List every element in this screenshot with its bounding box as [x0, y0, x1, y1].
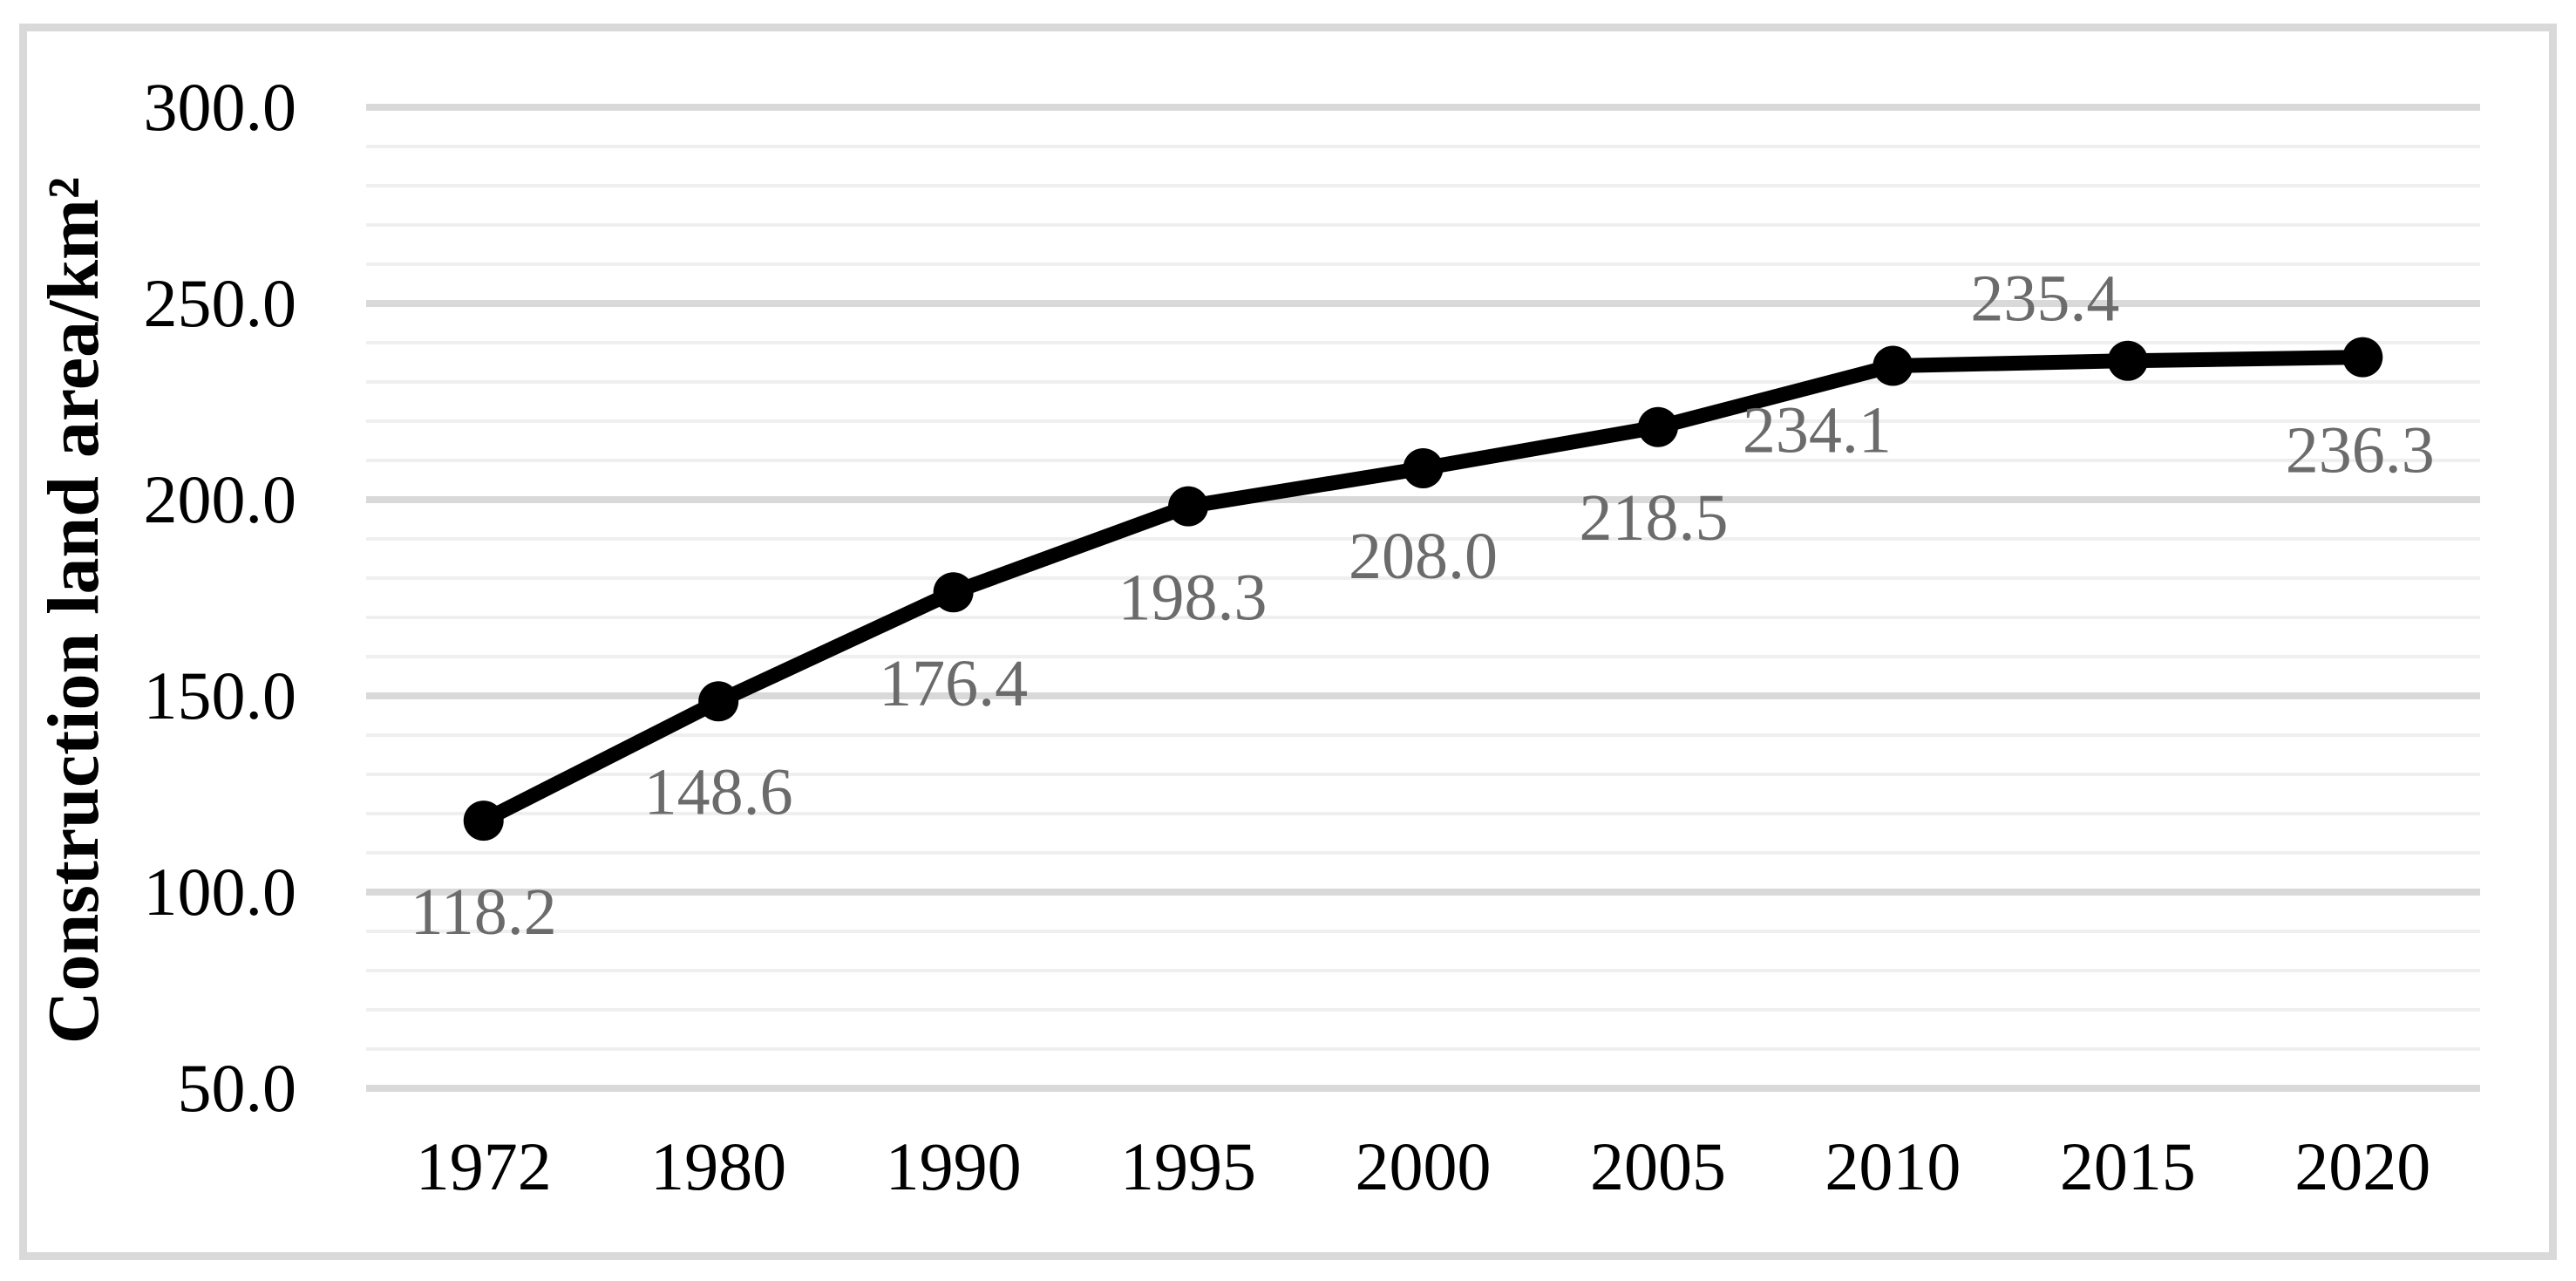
y-tick-label: 200.0 — [144, 461, 297, 537]
x-tick-label-1990: 1990 — [886, 1128, 1022, 1204]
data-label-2005: 218.5 — [1579, 481, 1728, 555]
data-label-2020: 236.3 — [2286, 414, 2435, 487]
data-label-1972: 118.2 — [411, 876, 557, 949]
y-tick-label: 300.0 — [144, 69, 297, 145]
x-tick-label-1980: 1980 — [650, 1128, 786, 1204]
data-point-2010 — [1873, 345, 1913, 386]
x-tick-label-1995: 1995 — [1120, 1128, 1256, 1204]
series-line-and-markers — [463, 337, 2383, 842]
x-tick-label-2020: 2020 — [2294, 1128, 2430, 1204]
data-label-2000: 208.0 — [1349, 520, 1498, 593]
data-label-2015: 235.4 — [1970, 262, 2119, 336]
x-axis-tick-labels: 1972 1980 1990 1995 2000 2005 2010 2015 2020 — [416, 1128, 2431, 1204]
data-label-1995: 198.3 — [1118, 562, 1268, 635]
data-point-2020 — [2342, 337, 2383, 378]
x-tick-label-2000: 2000 — [1356, 1128, 1492, 1204]
data-point-1980 — [698, 681, 739, 722]
y-tick-label: 100.0 — [144, 854, 297, 930]
data-point-1972 — [463, 801, 504, 842]
x-tick-label-2015: 2015 — [2060, 1128, 2196, 1204]
y-tick-label: 250.0 — [144, 265, 297, 341]
y-axis-tick-labels: 300.0 250.0 200.0 150.0 100.0 50.0 — [144, 69, 297, 1126]
data-label-2010: 234.1 — [1743, 394, 1892, 467]
data-label-1990: 176.4 — [879, 647, 1028, 720]
data-point-2000 — [1403, 448, 1444, 488]
chart-border-frame — [19, 24, 2557, 1260]
data-point-2005 — [1637, 406, 1678, 447]
data-point-2015 — [2107, 340, 2148, 381]
gridlines-major — [366, 104, 2480, 1092]
x-tick-label-2010: 2010 — [1825, 1128, 1961, 1204]
y-tick-label: 50.0 — [178, 1050, 297, 1126]
y-tick-label: 150.0 — [144, 658, 297, 733]
x-tick-label-2005: 2005 — [1590, 1128, 1726, 1204]
x-tick-label-1972: 1972 — [416, 1128, 552, 1204]
data-point-1990 — [933, 572, 974, 613]
data-point-1995 — [1168, 486, 1209, 527]
y-axis-title: Construction land area/km² — [33, 177, 114, 1044]
data-label-1980: 148.6 — [644, 755, 793, 828]
